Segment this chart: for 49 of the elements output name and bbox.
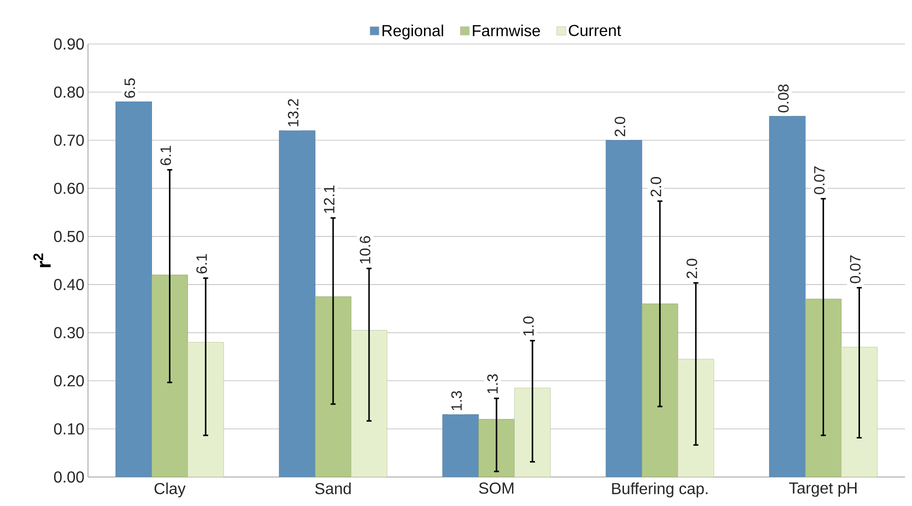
- annotation: 2.0: [650, 176, 662, 196]
- bar: [642, 304, 678, 477]
- y-tick-label: 0.80: [54, 86, 84, 98]
- y-tick-label: 0.20: [54, 375, 84, 386]
- y-tick-label: 0.50: [54, 230, 84, 242]
- y-tick-label: 0.10: [54, 423, 84, 435]
- y-tick-label: 0.90: [54, 38, 84, 50]
- legend-label: Current: [568, 24, 622, 36]
- bar: [478, 419, 515, 477]
- legend-label: Farmwise: [472, 24, 540, 36]
- bar: [278, 130, 316, 477]
- bar: [314, 296, 352, 477]
- annotation: 1.0: [523, 316, 534, 336]
- annotation: 10.6: [360, 236, 370, 264]
- bar: [152, 274, 188, 477]
- annotation: 2.0: [614, 116, 626, 136]
- annotation: 1.3: [451, 391, 462, 410]
- bar: [442, 414, 479, 477]
- x-tick-label: Buffering cap.: [612, 482, 708, 498]
- bar: [187, 342, 224, 477]
- annotation: 13.2: [288, 99, 298, 126]
- y-tick-label: 0.30: [54, 327, 84, 338]
- annotation: 2.0: [686, 258, 698, 278]
- x-tick-label: Sand: [315, 482, 351, 494]
- bar: [678, 358, 714, 477]
- bar: [841, 346, 878, 477]
- annotation: 1.3: [487, 374, 498, 394]
- y-tick-label: 0.60: [54, 182, 84, 194]
- annotation: 6.1: [160, 146, 171, 166]
- y-axis-title: r$^{2}$: [33, 254, 51, 268]
- bar: [606, 140, 642, 477]
- bar: [514, 388, 551, 477]
- bar: [769, 116, 806, 477]
- bar: [350, 330, 388, 477]
- annotation: 12.1: [324, 186, 334, 213]
- x-tick-label: Clay: [154, 482, 186, 498]
- y-tick-label: 0.00: [54, 471, 84, 483]
- bar: [116, 102, 152, 477]
- annotation: 0.08: [778, 84, 789, 112]
- annotation: 6.5: [124, 78, 136, 98]
- y-tick-label: 0.70: [54, 134, 84, 146]
- annotation: 0.07: [814, 166, 825, 194]
- y-tick-label: 0.40: [54, 278, 84, 290]
- x-tick-label: SOM: [479, 482, 514, 494]
- legend-label: Regional: [382, 24, 444, 40]
- x-tick-label: Target pH: [789, 482, 857, 497]
- annotation: 6.1: [196, 254, 207, 274]
- bar: [805, 298, 842, 477]
- annotation: 0.07: [850, 255, 861, 284]
